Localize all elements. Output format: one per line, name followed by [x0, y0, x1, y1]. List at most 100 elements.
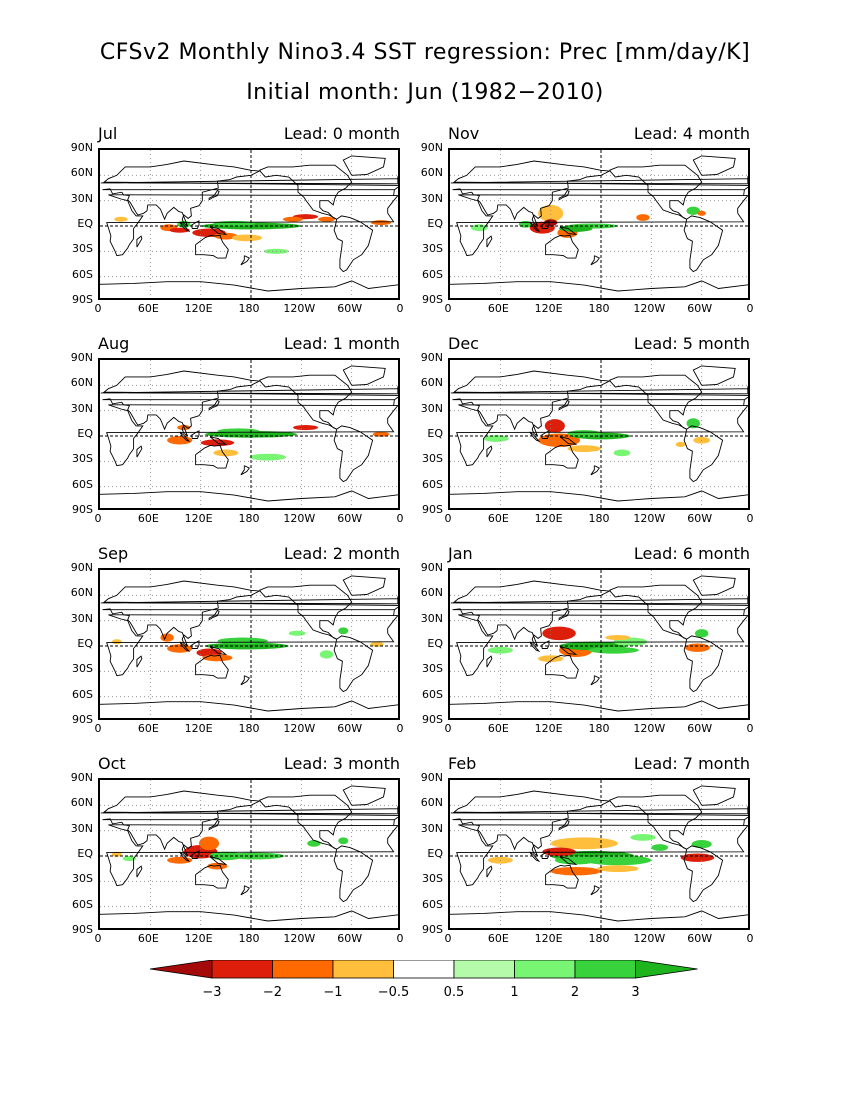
regression-patch — [567, 445, 601, 453]
lon-tick-label: 120W — [283, 722, 316, 735]
lon-tick-label: 60W — [337, 932, 363, 945]
map-field — [450, 150, 748, 298]
lat-tick-label: 60S — [422, 897, 443, 911]
lat-tick-label: 60S — [72, 267, 93, 281]
coastline — [486, 235, 493, 248]
colorbar-segment — [453, 960, 515, 979]
regression-patch — [550, 837, 618, 850]
coastline — [190, 220, 200, 229]
coastline — [692, 365, 736, 386]
lon-tick-label: 180 — [238, 722, 260, 735]
coastline — [342, 575, 386, 596]
lat-tick-label: 30S — [72, 662, 93, 676]
coastline — [136, 865, 143, 878]
lat-tick-label: 30S — [72, 872, 93, 886]
panel-month-label: Nov — [448, 124, 480, 143]
regression-patch — [697, 210, 706, 216]
coastline — [179, 641, 191, 653]
lon-tick-label: 180 — [238, 512, 260, 525]
lon-tick-label: 120E — [184, 932, 213, 945]
regression-patch — [483, 435, 509, 442]
colorbar-tick-label: 3 — [631, 985, 640, 1000]
coastline — [558, 819, 570, 831]
coastline — [100, 806, 398, 815]
panel-month-label: Sep — [98, 544, 129, 563]
colorbar-tick-label: 0.5 — [443, 985, 465, 1000]
lat-tick-label: 30N — [420, 191, 443, 205]
lat-tick-label: 90N — [70, 561, 93, 574]
colorbar-tick-label: −3 — [202, 985, 222, 1000]
regression-patch — [217, 637, 268, 645]
panel-month-label: Jul — [98, 124, 118, 143]
coastline — [450, 386, 748, 395]
coastline — [545, 654, 579, 679]
coastline — [683, 635, 724, 693]
coastline — [692, 155, 736, 176]
lon-tick-label: 180 — [588, 932, 610, 945]
panel-month-label: Aug — [98, 334, 130, 353]
regression-patch — [544, 419, 565, 433]
regression-patch — [559, 225, 593, 232]
coastline — [342, 365, 386, 386]
lat-tick-label: 60S — [72, 687, 93, 701]
regression-patch — [686, 418, 700, 429]
coastline — [208, 609, 220, 621]
coastline — [590, 465, 600, 476]
coastline — [452, 580, 748, 647]
coastline — [609, 374, 703, 430]
lat-tick-label: EQ — [77, 637, 93, 650]
coastline — [100, 176, 398, 185]
regression-patch — [231, 234, 262, 242]
lon-tick-label: 60W — [687, 512, 713, 525]
regression-patch — [282, 216, 304, 222]
coastline — [259, 584, 353, 640]
coastline — [486, 655, 493, 668]
regression-patch — [338, 627, 349, 635]
lon-tick-label: 0 — [746, 722, 754, 735]
colorbar-segment — [574, 960, 636, 979]
coastline — [529, 221, 541, 233]
coastline — [102, 160, 398, 227]
lon-tick-label: 120W — [633, 512, 666, 525]
coastline — [190, 640, 200, 649]
lon-tick-label: 60E — [137, 302, 159, 315]
lon-tick-label: 60E — [487, 932, 509, 945]
lat-tick-label: 30S — [422, 662, 443, 676]
coastline — [529, 431, 541, 443]
lon-tick-label: 120W — [633, 932, 666, 945]
panel-month-label: Dec — [448, 334, 479, 353]
map-field — [450, 570, 748, 718]
regression-patch — [675, 441, 686, 447]
lat-tick-label: EQ — [77, 217, 93, 230]
coastline — [100, 700, 398, 712]
lat-tick-label: 90N — [70, 771, 93, 784]
lat-tick-label: 30S — [422, 452, 443, 466]
lat-tick-label: 60S — [72, 477, 93, 491]
lon-tick-label: 120W — [283, 302, 316, 315]
coastline — [529, 851, 541, 863]
lat-tick-label: 60S — [422, 267, 443, 281]
coastline — [452, 790, 748, 857]
regression-patch — [249, 453, 287, 461]
coastline — [452, 370, 748, 437]
regression-patch — [684, 643, 711, 652]
coastline — [333, 215, 374, 273]
panel-lead-label: Lead: 6 month — [633, 544, 750, 563]
coastline — [558, 609, 570, 621]
coastline — [209, 436, 228, 446]
lon-tick-label: 0 — [746, 932, 754, 945]
coastline — [102, 370, 398, 437]
lon-tick-label: 120W — [283, 932, 316, 945]
coastline — [179, 851, 191, 863]
lon-tick-label: 120E — [184, 302, 213, 315]
chart-subtitle: Initial month: Jun (1982−2010) — [246, 80, 604, 105]
coastline — [209, 646, 228, 656]
coastline — [540, 220, 550, 229]
coastline — [100, 490, 398, 502]
chart-title: CFSv2 Monthly Nino3.4 SST regression: Pr… — [99, 40, 751, 65]
lat-tick-label: 30S — [72, 452, 93, 466]
lon-tick-label: 180 — [238, 932, 260, 945]
colorbar-tick-label: −1 — [323, 985, 343, 1000]
lat-tick-label: 90N — [420, 771, 443, 784]
lat-tick-label: 30N — [420, 611, 443, 625]
